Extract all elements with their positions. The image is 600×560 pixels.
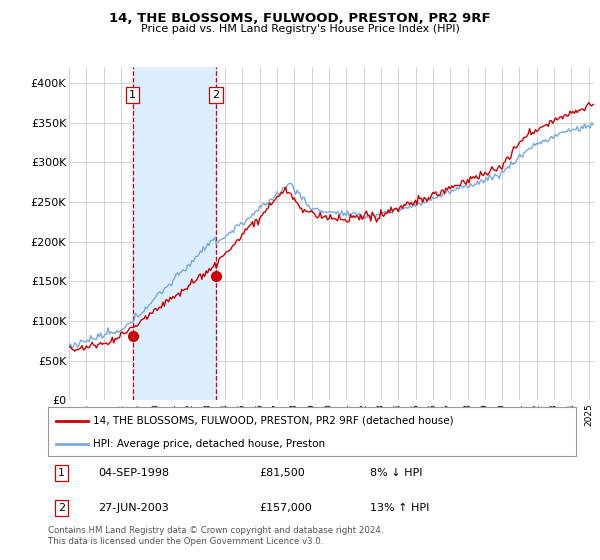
Text: 1: 1	[129, 90, 136, 100]
Text: 1: 1	[58, 468, 65, 478]
Text: 2: 2	[212, 90, 220, 100]
Text: 27-JUN-2003: 27-JUN-2003	[98, 503, 169, 513]
Text: £81,500: £81,500	[259, 468, 305, 478]
Text: HPI: Average price, detached house, Preston: HPI: Average price, detached house, Pres…	[93, 439, 325, 449]
Bar	[133, 67, 216, 400]
Text: 2: 2	[58, 503, 65, 513]
Text: £157,000: £157,000	[259, 503, 312, 513]
Text: 04-SEP-1998: 04-SEP-1998	[98, 468, 169, 478]
Text: 14, THE BLOSSOMS, FULWOOD, PRESTON, PR2 9RF (detached house): 14, THE BLOSSOMS, FULWOOD, PRESTON, PR2 …	[93, 416, 454, 426]
Text: Price paid vs. HM Land Registry's House Price Index (HPI): Price paid vs. HM Land Registry's House …	[140, 24, 460, 34]
Text: 13% ↑ HPI: 13% ↑ HPI	[370, 503, 430, 513]
Text: 8% ↓ HPI: 8% ↓ HPI	[370, 468, 422, 478]
Text: 14, THE BLOSSOMS, FULWOOD, PRESTON, PR2 9RF: 14, THE BLOSSOMS, FULWOOD, PRESTON, PR2 …	[109, 12, 491, 25]
Text: Contains HM Land Registry data © Crown copyright and database right 2024.
This d: Contains HM Land Registry data © Crown c…	[48, 526, 383, 546]
